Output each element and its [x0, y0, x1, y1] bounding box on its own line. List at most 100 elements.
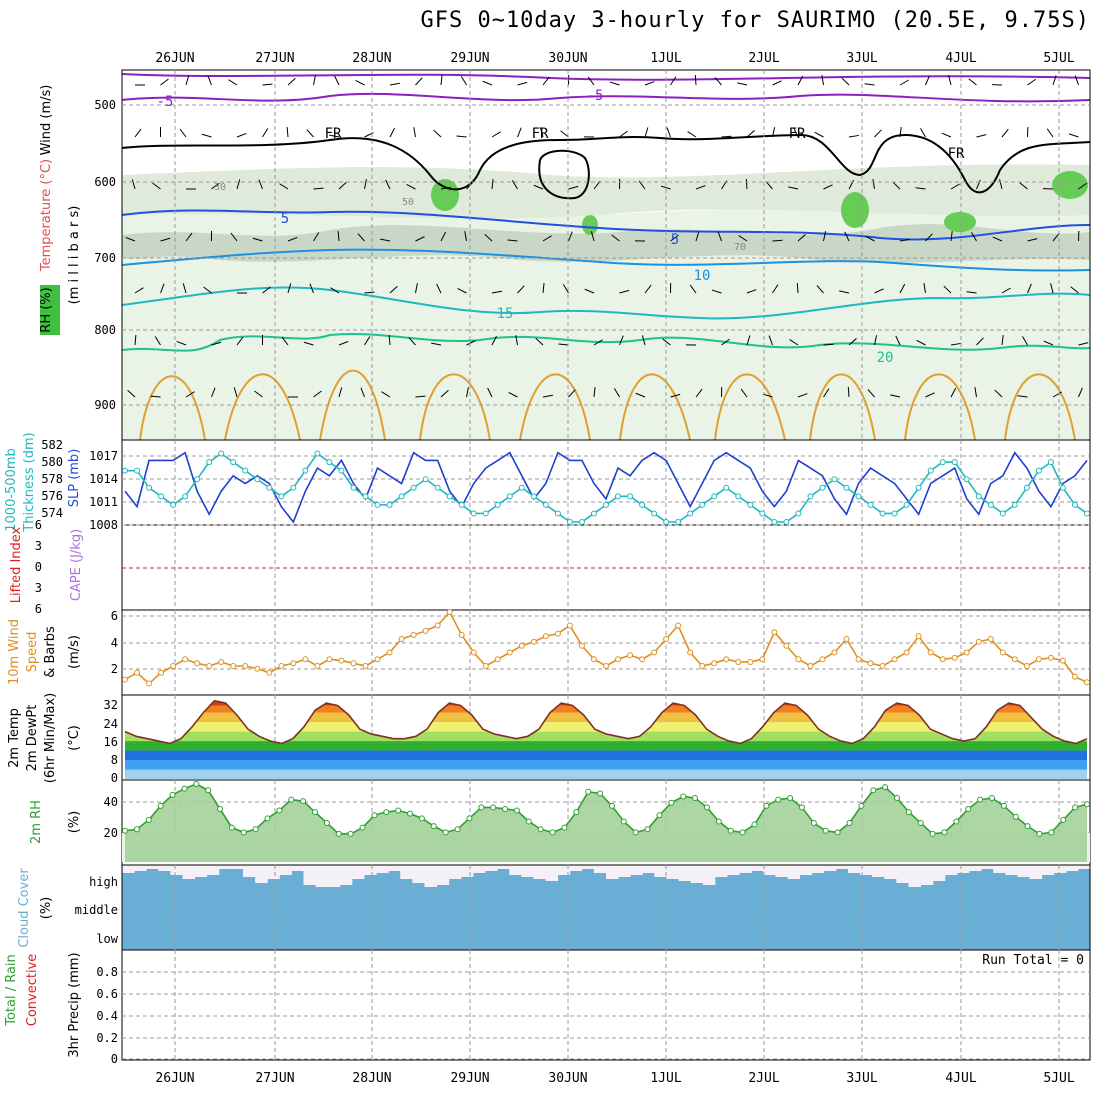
wind-barb [619, 130, 628, 138]
wind-barb [1070, 286, 1079, 294]
wind-speed-line-point [182, 656, 189, 663]
rh-line-point [1072, 804, 1079, 811]
date-label-bottom: 2JUL [748, 1071, 779, 1086]
rh-line-point [157, 802, 164, 809]
thickness-line-point [735, 493, 742, 500]
wind-barb [899, 127, 902, 138]
thickness-line-point [122, 467, 128, 474]
pressure-tick: 600 [94, 175, 116, 189]
wind-barb [1043, 340, 1054, 346]
wind-speed-line-point [663, 636, 670, 642]
thickness-line-point [759, 510, 766, 517]
wind-speed-line-point [434, 622, 441, 629]
date-label-top: 3JUL [846, 51, 877, 66]
rh-line-point [858, 802, 865, 809]
thickness-line-point [146, 484, 153, 491]
wind-barb [796, 282, 799, 294]
wind-barb [466, 340, 476, 346]
thickness-line-point [699, 501, 706, 508]
wind-speed-line-point [374, 656, 381, 663]
wind-barb [890, 394, 901, 398]
wind-barb [542, 235, 552, 242]
wind-barb [925, 75, 930, 86]
cloud-high-layer [122, 865, 1091, 887]
thickness-line-point [410, 484, 417, 491]
thickness-line-point [819, 484, 826, 491]
temp-band [125, 712, 1087, 723]
temp-contour-minus5 [121, 92, 1091, 103]
wind-speed-line-point [927, 649, 934, 656]
thickness-line-point [494, 501, 501, 508]
rh-patch [944, 212, 976, 232]
wind-speed-line-point [783, 642, 790, 649]
temp-band [125, 705, 1087, 713]
label-thickness-2: Thickness (dm) [22, 432, 37, 532]
thickness-tick: 582 [41, 438, 63, 452]
cloud-high-gap [339, 865, 353, 885]
wind-speed-line-point [542, 633, 549, 640]
wind-barb [364, 291, 375, 294]
wind-barb [313, 232, 320, 242]
wind-barb [619, 335, 624, 346]
label-wind-10m: 10m Wind [7, 619, 22, 685]
precip-tick: 0.8 [96, 965, 118, 979]
rh-line-point [288, 796, 295, 803]
wind-barb [491, 335, 497, 346]
temp-band [125, 741, 1087, 751]
date-label-bottom: 27JUN [255, 1071, 294, 1086]
thickness-line-point [326, 459, 333, 466]
rh-line-point [418, 815, 425, 822]
thickness-line-point [266, 484, 273, 491]
cloud-high-gap [678, 865, 692, 881]
rh-line-point [312, 809, 319, 816]
wind-barb [694, 74, 697, 86]
wind-barb [1052, 232, 1060, 242]
cloud-high-gap [1065, 865, 1079, 871]
wind-speed-line-point [146, 680, 153, 687]
wind-barb [793, 127, 799, 138]
cloud-high-gap [303, 865, 317, 885]
wind-barb [772, 127, 776, 138]
wind-barb [821, 75, 824, 86]
wind-barb [923, 283, 926, 294]
wind-barb [515, 335, 518, 346]
cloud-high-gap [690, 865, 704, 883]
cloud-high-gap [666, 865, 680, 879]
thickness-line-point [338, 467, 345, 474]
thickness-line-point [314, 450, 321, 457]
wind-barb [1078, 342, 1089, 346]
wind-speed-line-point [326, 656, 333, 663]
thickness-line-point [254, 476, 261, 483]
wind-barb [1078, 387, 1083, 398]
label-slp: SLP (mb) [67, 449, 82, 508]
wind-barb [182, 283, 187, 294]
thickness-line-point [747, 501, 754, 508]
wind-barb [440, 231, 446, 242]
wind-barb [943, 285, 952, 294]
wind-barb [1052, 391, 1062, 398]
cloud-high-gap [218, 865, 232, 869]
wind-barb [593, 387, 596, 398]
wind-barb [950, 231, 953, 242]
wind-barb [252, 237, 263, 242]
cloud-high-gap [291, 865, 304, 871]
wind-barb [593, 339, 603, 346]
wind-barb [185, 232, 193, 242]
wind-barb [286, 126, 289, 138]
wind-barb [176, 340, 187, 346]
rh-tick: 20 [104, 826, 118, 840]
wind-barbs [125, 74, 1089, 398]
wind-speed-line-point [1023, 663, 1030, 669]
thickness-line-point [458, 501, 465, 508]
wind-barb [303, 341, 314, 346]
thickness-line-point [903, 501, 910, 508]
rh-line-point [513, 807, 520, 814]
wind-speed-line-point [446, 609, 453, 615]
wind-speed-line-point [566, 622, 573, 629]
thickness-line-point [530, 493, 537, 500]
thickness-line-point [542, 501, 549, 508]
rh-line-point [882, 784, 889, 791]
wind-speed-line-point [627, 652, 634, 659]
wind-barb [823, 388, 830, 398]
wind-tick: 4 [111, 636, 118, 650]
